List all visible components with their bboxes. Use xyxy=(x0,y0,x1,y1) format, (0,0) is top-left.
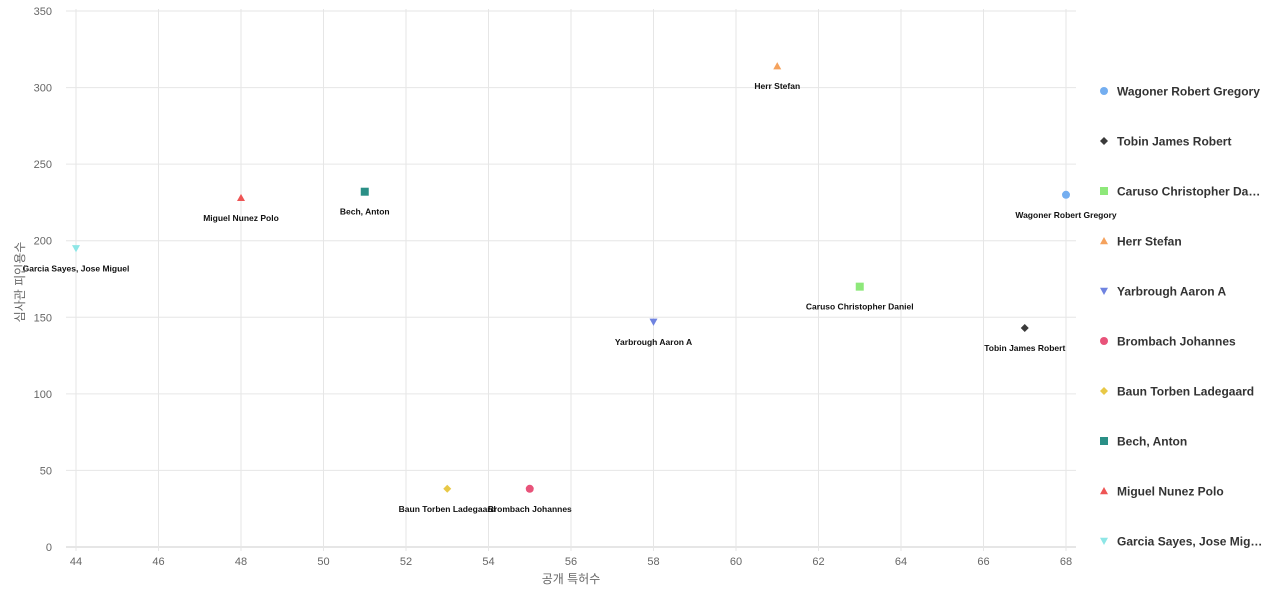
x-tick-label: 62 xyxy=(812,556,824,568)
data-point xyxy=(72,245,80,253)
data-label: Garcia Sayes, Jose Miguel xyxy=(23,263,130,273)
y-tick-label: 0 xyxy=(46,542,52,554)
legend-label: Garcia Sayes, Jose Mig… xyxy=(1117,535,1262,549)
legend-marker xyxy=(1100,337,1108,345)
data-point xyxy=(360,187,369,196)
data-labels: Wagoner Robert Gregory Tobin James Robert… xyxy=(23,81,1117,514)
legend-label: Herr Stefan xyxy=(1117,235,1182,249)
legend-item[interactable]: Miguel Nunez Polo xyxy=(1100,485,1224,499)
legend-marker xyxy=(1100,537,1108,545)
data-label: Brombach Johannes xyxy=(488,504,572,514)
y-tick-label: 100 xyxy=(34,389,52,401)
x-tick-label: 58 xyxy=(647,556,659,568)
legend-item[interactable]: Herr Stefan xyxy=(1100,235,1182,249)
legend-marker xyxy=(1100,87,1108,95)
legend-marker xyxy=(1100,187,1108,195)
data-label: Miguel Nunez Polo xyxy=(203,213,279,223)
legend-label: Tobin James Robert xyxy=(1117,135,1231,149)
legend-marker xyxy=(1100,287,1108,295)
y-tick-label: 250 xyxy=(34,159,52,171)
data-point xyxy=(649,318,658,326)
y-tick-label: 200 xyxy=(34,236,52,248)
legend-item[interactable]: Garcia Sayes, Jose Mig… xyxy=(1100,535,1262,549)
data-label: Herr Stefan xyxy=(754,81,800,91)
data-label: Wagoner Robert Gregory xyxy=(1015,210,1116,220)
legend-item[interactable]: Yarbrough Aaron A xyxy=(1100,285,1226,299)
grid xyxy=(66,9,1076,551)
data-label: Yarbrough Aaron A xyxy=(615,337,692,347)
data-point xyxy=(773,62,782,70)
x-tick-label: 46 xyxy=(152,556,164,568)
data-point xyxy=(1062,190,1070,199)
x-axis-title: 공개 특허수 xyxy=(542,572,601,586)
legend-marker xyxy=(1100,387,1108,395)
data-point xyxy=(1020,324,1029,333)
data-label: Caruso Christopher Daniel xyxy=(806,302,914,312)
x-tick-label: 48 xyxy=(235,556,247,568)
legend-label: Baun Torben Ladegaard xyxy=(1117,385,1254,399)
legend-label: Caruso Christopher Da… xyxy=(1117,185,1260,199)
legend-marker xyxy=(1100,487,1108,495)
data-label: Baun Torben Ladegaard xyxy=(399,504,496,514)
y-tick-label: 300 xyxy=(34,83,52,95)
y-tick-label: 350 xyxy=(34,6,52,18)
data-point xyxy=(237,193,245,202)
x-tick-label: 66 xyxy=(977,556,989,568)
legend-item[interactable]: Caruso Christopher Da… xyxy=(1100,185,1260,199)
y-tick-label: 150 xyxy=(34,312,52,324)
legend-item[interactable]: Wagoner Robert Gregory xyxy=(1100,85,1260,99)
data-point xyxy=(443,484,452,493)
legend-label: Wagoner Robert Gregory xyxy=(1117,85,1260,99)
legend-marker xyxy=(1100,237,1108,245)
legend-item[interactable]: Baun Torben Ladegaard xyxy=(1100,385,1254,399)
x-tick-label: 44 xyxy=(70,556,82,568)
legend-label: Yarbrough Aaron A xyxy=(1117,285,1226,299)
x-tick-label: 60 xyxy=(730,556,742,568)
x-tick-label: 52 xyxy=(400,556,412,568)
axes: 0 50 100 150 200 250 300 350 44 46 48 50 52 54 56 58 60 6… xyxy=(34,6,1072,568)
x-tick-label: 54 xyxy=(482,556,494,568)
legend-item[interactable]: Brombach Johannes xyxy=(1100,335,1236,349)
x-tick-label: 68 xyxy=(1060,556,1072,568)
legend-label: Miguel Nunez Polo xyxy=(1117,485,1224,499)
data-points xyxy=(72,62,1070,493)
y-axis-title: 심사관 피인용수 xyxy=(13,242,27,323)
legend: Wagoner Robert Gregory Tobin James Robert… xyxy=(1100,85,1262,549)
legend-label: Brombach Johannes xyxy=(1117,335,1236,349)
y-tick-label: 50 xyxy=(40,465,52,477)
data-point xyxy=(525,484,534,493)
data-label: Bech, Anton xyxy=(340,207,390,217)
data-label: Tobin James Robert xyxy=(984,343,1065,353)
legend-item[interactable]: Bech, Anton xyxy=(1100,435,1187,449)
legend-marker xyxy=(1100,437,1108,445)
legend-item[interactable]: Tobin James Robert xyxy=(1100,135,1231,149)
x-tick-label: 50 xyxy=(317,556,329,568)
data-point xyxy=(855,282,864,291)
x-tick-label: 56 xyxy=(565,556,577,568)
legend-marker xyxy=(1100,137,1108,145)
x-tick-label: 64 xyxy=(895,556,907,568)
legend-label: Bech, Anton xyxy=(1117,435,1187,449)
